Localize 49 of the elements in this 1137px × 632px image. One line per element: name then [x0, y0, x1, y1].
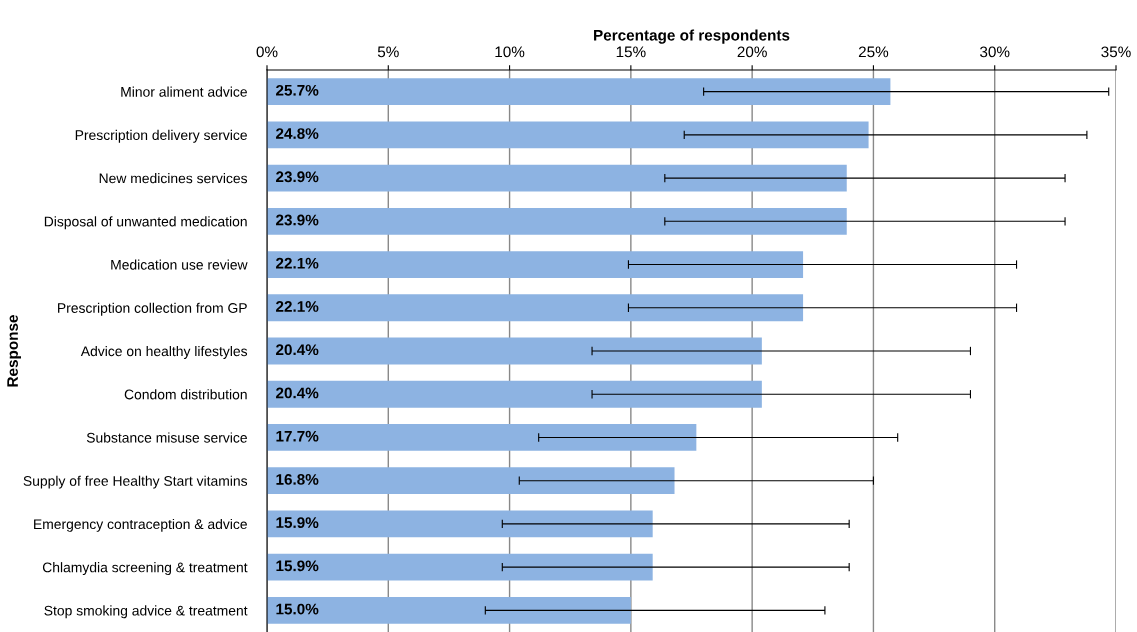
y-tick-label: Minor aliment advice: [121, 86, 247, 97]
y-tick-label: Advice on healthy lifestyles: [80, 345, 248, 359]
x-tick-label: 20%: [737, 46, 767, 58]
x-tick-label: 5%: [377, 46, 399, 58]
y-tick-label: Disposal of unwanted medication: [44, 216, 247, 230]
data-label: 16.8%: [276, 473, 319, 485]
bar: [267, 467, 675, 495]
y-tick-label: New medicines services: [99, 173, 248, 184]
y-tick-label: Prescription delivery service: [75, 129, 247, 143]
bar: [267, 510, 653, 538]
data-label: 23.9%: [276, 214, 319, 226]
x-tick-label: 10%: [495, 46, 525, 58]
x-tick-label: 0%: [256, 46, 278, 58]
x-tick-label: 35%: [1101, 46, 1131, 58]
bar: [267, 207, 847, 235]
data-label: 15.0%: [276, 603, 319, 615]
bar: [267, 251, 804, 278]
data-label: 22.1%: [276, 257, 319, 269]
data-label: 24.8%: [276, 128, 319, 139]
y-tick-label: Chlamydia screening & treatment: [42, 562, 248, 576]
bar: [267, 424, 697, 451]
y-tick-label: Condom distribution: [124, 389, 247, 400]
data-label: 15.9%: [276, 560, 319, 572]
x-tick-label: 15%: [616, 46, 646, 58]
data-label: 20.4%: [276, 344, 319, 356]
data-label: 15.9%: [276, 517, 319, 529]
bar: [267, 596, 631, 624]
bar: [267, 380, 762, 408]
data-label: 17.7%: [276, 430, 319, 442]
y-tick-label: Emergency contraception & advice: [34, 518, 247, 532]
x-axis-title: Percentage of respondents: [594, 29, 790, 44]
data-label: 25.7%: [276, 84, 319, 96]
y-tick-label: Prescription collection from GP: [58, 302, 247, 316]
bar: [267, 78, 891, 106]
y-axis-title: Response: [7, 315, 21, 387]
bar: [267, 121, 869, 149]
y-tick-label: Substance misuse service: [86, 432, 247, 443]
data-label: 22.1%: [276, 301, 319, 312]
bar: [267, 294, 804, 322]
x-tick-label: 25%: [858, 46, 889, 58]
bar: [267, 164, 847, 192]
bar: [267, 553, 653, 581]
data-label: 23.9%: [276, 171, 319, 183]
data-label: 20.4%: [276, 387, 319, 399]
x-tick-label: 30%: [980, 46, 1010, 58]
y-tick-label: Medication use review: [111, 259, 248, 270]
y-tick-label: Stop smoking advice & treatment: [44, 605, 248, 619]
bar: [267, 337, 762, 365]
y-tick-label: Supply of free Healthy Start vitamins: [23, 475, 248, 489]
